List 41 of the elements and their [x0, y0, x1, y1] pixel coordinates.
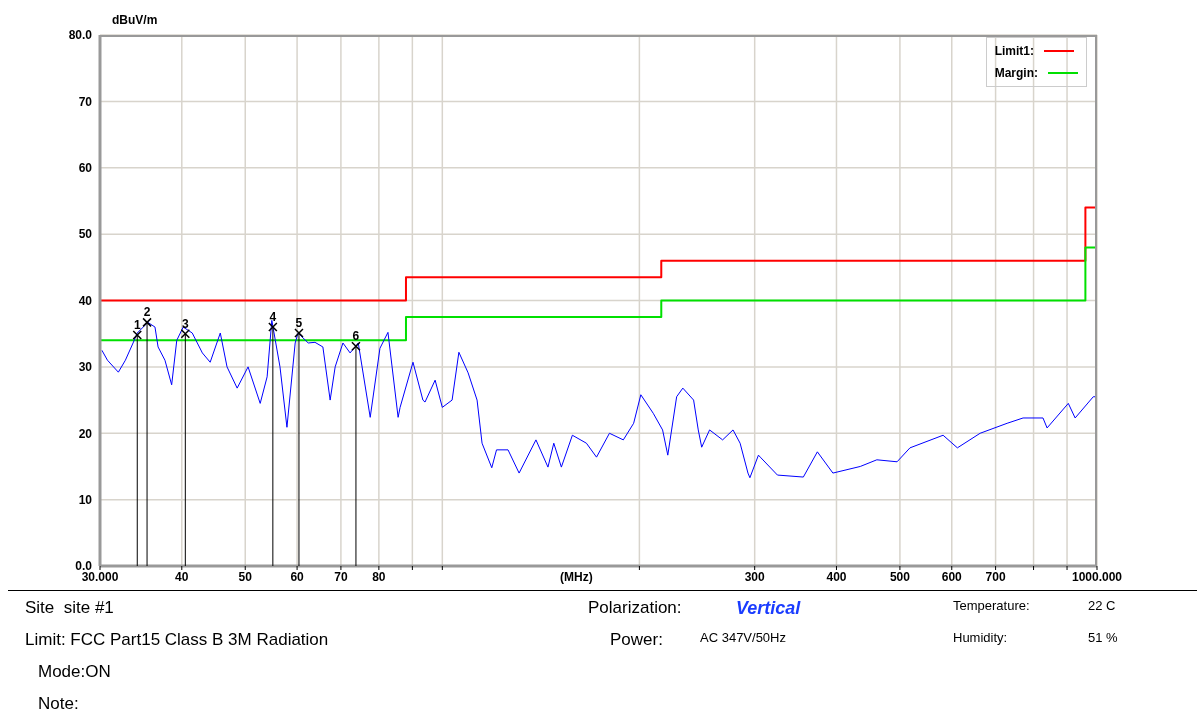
legend-label: Margin:: [994, 66, 1038, 80]
text: Note:: [38, 694, 79, 714]
y-tick-label: 60: [78, 161, 93, 176]
x-tick-label: 60: [290, 569, 305, 584]
y-tick-label: 10: [78, 492, 93, 507]
y-tick-label: 50: [78, 227, 93, 242]
y-axis-title: dBuV/m: [112, 13, 158, 27]
x-tick-label: 70: [334, 569, 348, 584]
x-tick-label: 500: [889, 569, 911, 584]
text: Limit: FCC Part15 Class B 3M Radiation: [25, 630, 329, 650]
text: Vertical: [736, 598, 801, 619]
x-tick-label: 300: [744, 569, 766, 584]
text: 22 C: [1088, 598, 1116, 613]
text: AC 347V/50Hz: [700, 630, 786, 645]
x-axis-title: (MHz): [560, 570, 593, 584]
y-tick-label: 30: [78, 360, 93, 375]
y-tick-label: 70: [78, 94, 93, 109]
annotation: 4: [269, 310, 277, 325]
annotation: 1: [133, 318, 141, 333]
x-tick-label: 700: [985, 569, 1006, 584]
legend-label: Limit1:: [994, 44, 1034, 58]
x-tick-label: 80: [372, 569, 386, 584]
text: Humidity:: [953, 630, 1008, 645]
x-tick-label: 400: [826, 569, 847, 584]
y-tick-label: 80.0: [68, 28, 93, 43]
text: Site site #1: [25, 598, 114, 618]
y-tick-label: 20: [78, 426, 93, 441]
x-tick-label: 1000.000: [1071, 569, 1123, 584]
x-tick-label: 40: [175, 569, 189, 584]
annotation: 2: [143, 305, 151, 320]
x-tick-label: 600: [941, 569, 963, 584]
annotation: 5: [295, 316, 303, 331]
x-tick-label: 50: [238, 569, 253, 584]
text: 51 %: [1088, 630, 1118, 645]
text: Power:: [610, 630, 663, 650]
text: Mode:ON: [38, 662, 111, 682]
text: Temperature:: [953, 598, 1030, 613]
text: Polarization:: [588, 598, 682, 618]
y-tick-label: 40: [78, 293, 93, 308]
annotation: 3: [181, 316, 189, 331]
x-tick-label: 30.000: [81, 569, 119, 584]
